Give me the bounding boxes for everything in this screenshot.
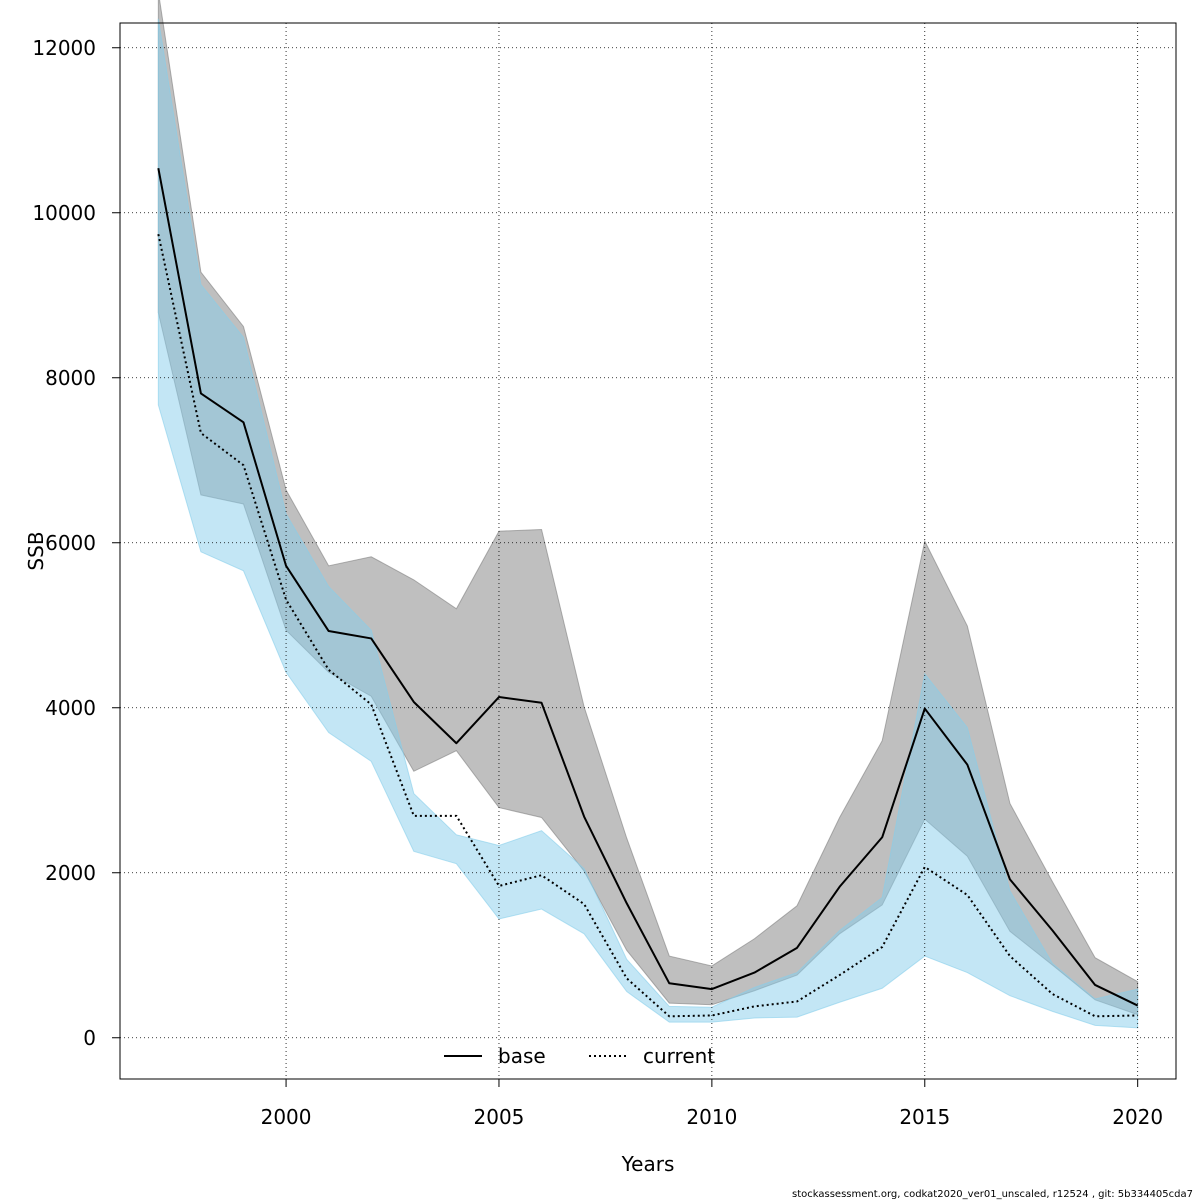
grid-lines (120, 23, 1176, 1079)
legend-label-current: current (643, 1044, 715, 1068)
x-tick-label-2020: 2020 (1112, 1105, 1163, 1129)
y-tick-label-2000: 2000 (45, 861, 96, 885)
y-tick-label-6000: 6000 (45, 531, 96, 555)
y-tick-label-12000: 12000 (32, 36, 96, 60)
y-tick-label-8000: 8000 (45, 366, 96, 390)
y-axis: 0 2000 4000 6000 8000 10000 12000 (32, 36, 120, 1050)
y-axis-label: SSB (24, 531, 48, 570)
y-tick-label-0: 0 (83, 1026, 96, 1050)
legend-label-base: base (498, 1044, 546, 1068)
x-tick-label-2000: 2000 (261, 1105, 312, 1129)
x-axis-label: Years (621, 1152, 675, 1176)
footer-note: stockassessment.org, codkat2020_ver01_un… (792, 1189, 1193, 1200)
legend: base current (444, 1044, 715, 1068)
x-tick-label-2015: 2015 (899, 1105, 950, 1129)
series-lines (157, 168, 1139, 1018)
series-line-base (157, 168, 1139, 1007)
series-line-current (157, 233, 1138, 1018)
x-axis: 2000 2005 2010 2015 2020 (261, 1079, 1163, 1129)
x-tick-label-2010: 2010 (686, 1105, 737, 1129)
x-tick-label-2005: 2005 (474, 1105, 525, 1129)
uncertainty-bands (157, 0, 1139, 1029)
plot-border (119, 22, 1177, 1080)
y-tick-label-4000: 4000 (45, 696, 96, 720)
y-tick-label-10000: 10000 (32, 201, 96, 225)
